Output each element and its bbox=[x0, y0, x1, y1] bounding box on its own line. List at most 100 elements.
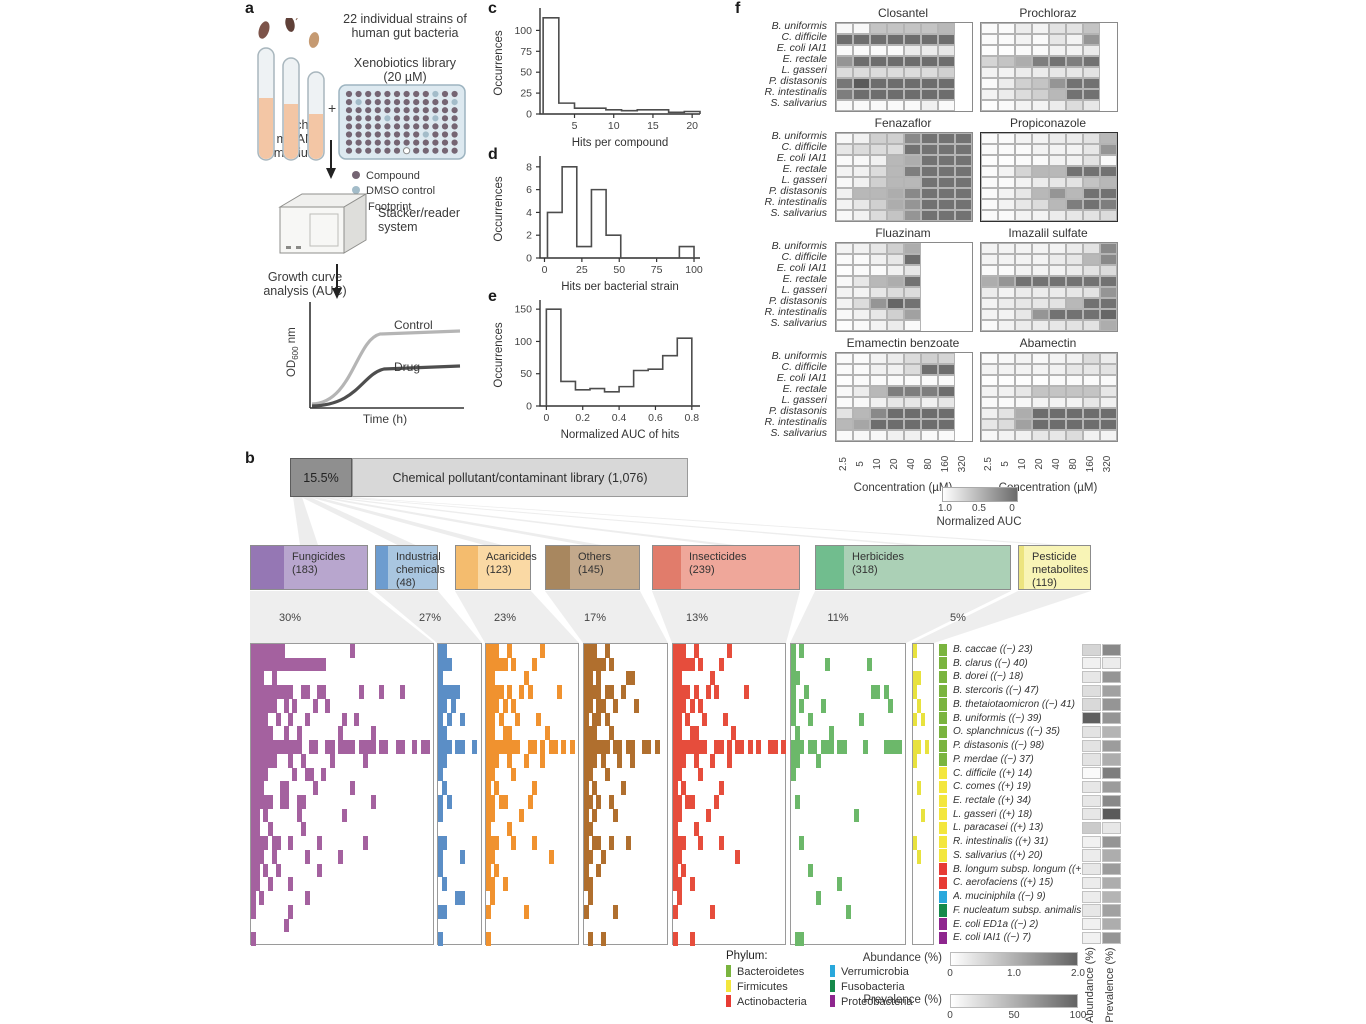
category-percent: 5% bbox=[950, 612, 966, 624]
dose-cell bbox=[1049, 210, 1066, 221]
dose-cell bbox=[955, 199, 972, 210]
compound-well bbox=[393, 107, 401, 114]
dose-cell bbox=[981, 56, 998, 67]
hit-cell bbox=[511, 698, 517, 713]
phylum-legend-label: Verrumicrobia bbox=[841, 966, 909, 978]
abundance-cell bbox=[1082, 684, 1101, 697]
hit-cell bbox=[329, 753, 335, 768]
hit-cell bbox=[677, 891, 683, 905]
hit-cell bbox=[379, 685, 385, 699]
hit-cell bbox=[263, 644, 269, 658]
dose-cell bbox=[887, 199, 904, 210]
category-hit-cap bbox=[1019, 546, 1024, 589]
dmso-well bbox=[432, 115, 439, 122]
dose-cell bbox=[981, 34, 998, 45]
dose-cell bbox=[870, 210, 887, 221]
dose-cell bbox=[1066, 430, 1083, 441]
dose-cell bbox=[836, 265, 853, 276]
hit-cell bbox=[438, 932, 443, 946]
hit-cell bbox=[438, 808, 443, 823]
dose-cell bbox=[998, 276, 1015, 287]
dose-cell bbox=[921, 45, 938, 56]
dose-cell bbox=[938, 408, 955, 419]
hit-cell bbox=[523, 904, 529, 919]
hit-cell bbox=[523, 671, 529, 686]
hit-cell bbox=[689, 740, 695, 754]
hit-cell bbox=[925, 740, 929, 754]
hit-cell bbox=[263, 657, 269, 672]
prevalence-cell bbox=[1102, 890, 1121, 903]
species-label: E. coli IAI1 ((−) 7) bbox=[953, 932, 1032, 944]
dose-cell bbox=[887, 155, 904, 166]
hit-cell bbox=[490, 685, 496, 699]
dose-cell bbox=[1066, 34, 1083, 45]
compound-well bbox=[365, 99, 372, 106]
species-label: B. stercoris ((−) 47) bbox=[953, 685, 1039, 697]
compound-well bbox=[441, 115, 449, 122]
hit-cell bbox=[584, 877, 589, 892]
f-row-label: B. uniformis bbox=[771, 240, 827, 252]
hit-cell bbox=[714, 740, 720, 754]
dose-cell bbox=[904, 309, 921, 320]
hit-cell bbox=[251, 822, 256, 837]
hit-cell bbox=[342, 740, 347, 754]
dose-cell bbox=[887, 89, 904, 100]
dose-cell bbox=[938, 199, 955, 210]
dose-cell bbox=[1049, 34, 1066, 45]
dose-cell bbox=[921, 419, 938, 430]
hit-cell bbox=[747, 740, 753, 754]
category-percent: 17% bbox=[583, 612, 607, 624]
dose-cell bbox=[921, 430, 938, 441]
conc-tick-label: 5 bbox=[854, 461, 866, 467]
dose-cell bbox=[938, 34, 955, 45]
dose-cell bbox=[853, 78, 870, 89]
hit-cell bbox=[362, 740, 368, 754]
hit-cell bbox=[263, 808, 269, 823]
dose-cell bbox=[1083, 78, 1100, 89]
gradient-bar-tick: 0 bbox=[947, 1010, 953, 1021]
dose-cell bbox=[853, 34, 870, 45]
dose-cell bbox=[1049, 397, 1066, 408]
hit-cell bbox=[325, 740, 331, 754]
compound-well bbox=[365, 123, 372, 130]
dose-cell bbox=[836, 254, 853, 265]
dose-cell bbox=[1083, 155, 1100, 166]
dose-cell bbox=[853, 45, 870, 56]
abundance-cell bbox=[1082, 890, 1101, 903]
hit-cell bbox=[673, 767, 678, 782]
dose-cell bbox=[836, 177, 853, 188]
dose-cell bbox=[938, 45, 955, 56]
dose-heatmap-fluazinam bbox=[835, 242, 973, 332]
dose-cell bbox=[955, 188, 972, 199]
dose-cell bbox=[887, 320, 904, 331]
category-segment-herbicides: Herbicides (318) bbox=[815, 545, 1011, 590]
hit-cell bbox=[275, 863, 281, 878]
hit-cell bbox=[251, 698, 256, 713]
hit-cell bbox=[304, 767, 310, 782]
compound-well bbox=[384, 99, 391, 106]
dose-cell bbox=[836, 408, 853, 419]
dose-cell bbox=[981, 78, 998, 89]
dose-cell bbox=[870, 243, 887, 254]
hit-cell bbox=[829, 726, 834, 741]
hit-cell bbox=[677, 795, 683, 809]
dose-cell bbox=[853, 287, 870, 298]
category-percent: 23% bbox=[493, 612, 517, 624]
dose-cell bbox=[1032, 320, 1049, 331]
dose-cell bbox=[998, 353, 1015, 364]
category-hit-cap bbox=[251, 546, 284, 589]
hit-matrix-others bbox=[583, 643, 668, 946]
svg-text:2: 2 bbox=[526, 230, 532, 242]
f-row-label: C. difficile bbox=[781, 361, 827, 373]
hit-cell bbox=[358, 685, 364, 699]
f-row-label: C. difficile bbox=[781, 141, 827, 153]
dose-cell bbox=[1083, 276, 1100, 287]
dose-cell bbox=[836, 67, 853, 78]
category-hit-cap bbox=[456, 546, 478, 589]
hit-cell bbox=[251, 781, 256, 795]
hit-cell bbox=[697, 767, 703, 782]
dose-cell bbox=[904, 177, 921, 188]
hit-cell bbox=[592, 740, 598, 754]
hit-cell bbox=[255, 822, 261, 837]
hit-cell bbox=[883, 740, 889, 754]
